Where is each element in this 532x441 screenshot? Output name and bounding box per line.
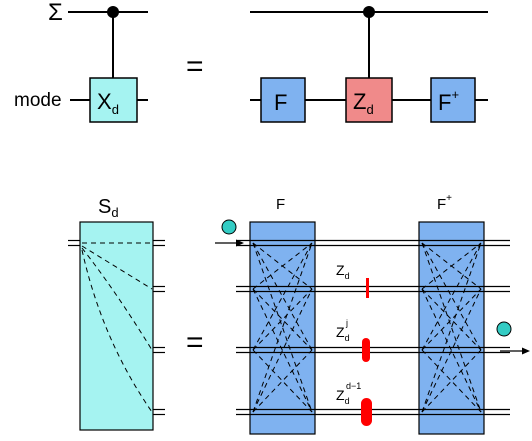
f-path-9 — [252, 242, 313, 413]
sigma-label: Σ — [48, 0, 63, 26]
phase-shifter-d-1 — [361, 398, 372, 426]
f-box — [249, 221, 316, 435]
equals-bottom: = — [186, 326, 204, 359]
xd-gate: Xd — [89, 77, 138, 123]
zd-gate-box — [345, 77, 393, 123]
f-gate-box — [260, 77, 306, 123]
f-path-3 — [252, 242, 313, 290]
f-path-1 — [252, 242, 313, 351]
mode-label: mode — [14, 90, 62, 111]
f-gate: F — [260, 77, 306, 123]
phase-shifter-j — [362, 338, 370, 362]
xd-gate-label: Xd — [97, 89, 119, 117]
xd-gate-box — [89, 77, 138, 123]
f-path-10 — [252, 288, 313, 413]
f-path-2 — [252, 242, 313, 413]
fdag-gate-box — [430, 77, 476, 123]
svg-text:Zd: Zd — [336, 387, 350, 406]
rail-lines-inside — [250, 239, 484, 416]
zd-gate-label: Zd — [353, 89, 374, 117]
fdag-path-9 — [421, 242, 482, 413]
output-arrow-head — [522, 347, 530, 355]
fdag-path-6 — [421, 242, 482, 351]
f-path-6 — [252, 242, 313, 351]
f-gate-label: F — [274, 90, 287, 115]
fdag-box — [418, 221, 485, 435]
sd-ports — [68, 239, 165, 416]
f-box-label: F — [276, 196, 285, 213]
fdag-path-3 — [421, 242, 482, 290]
fdag-gate-label: F+ — [438, 87, 459, 115]
phase-shifter-1 — [366, 278, 369, 298]
f-path-5 — [252, 288, 313, 413]
fdag-dashed-paths — [421, 242, 482, 413]
fdag-path-5 — [421, 288, 482, 413]
fdag-box-label: F+ — [437, 193, 452, 213]
sd-dashed-paths — [81, 242, 153, 413]
input-photon — [221, 219, 237, 235]
output-photon — [496, 321, 512, 337]
sd-path-2 — [81, 247, 153, 351]
fdag-path-2 — [421, 242, 482, 413]
svg-text:j: j — [345, 318, 348, 328]
fdag-gate: F+ — [430, 77, 476, 123]
input-arrow-head — [236, 239, 244, 247]
svg-text:Zd: Zd — [336, 324, 350, 343]
sd-path-3 — [81, 249, 153, 413]
z3-label: Zd d−1 — [336, 381, 361, 406]
sd-box — [79, 221, 154, 431]
z2-label: Zd j — [336, 318, 350, 343]
fdag-path-10 — [421, 288, 482, 413]
sd-label: Sd — [98, 196, 119, 220]
z1-label: Zd — [336, 262, 350, 281]
svg-text:d−1: d−1 — [346, 381, 361, 391]
sd-path-1 — [81, 245, 153, 290]
f-dashed-paths — [252, 242, 313, 413]
equals-top: = — [186, 50, 204, 83]
fdag-path-1 — [421, 242, 482, 351]
zd-gate: Zd — [345, 77, 393, 123]
